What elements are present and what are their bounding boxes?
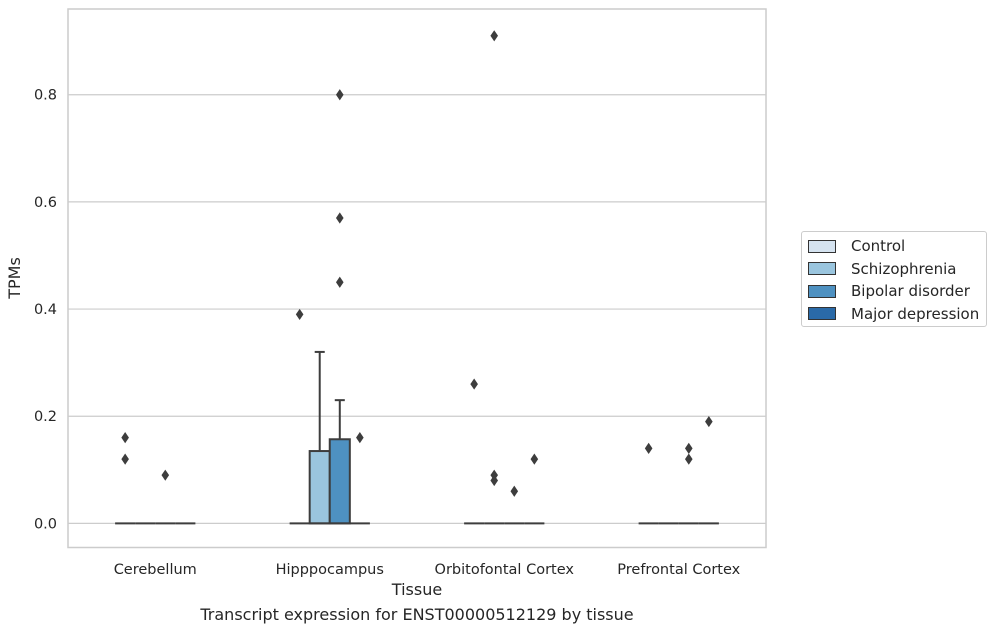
box [308,450,331,525]
outlier-point [295,308,304,321]
legend: Control Schizophrenia Bipolar disorder Majo… [801,231,987,327]
x-tick-label: Orbitofontal Cortex [435,562,575,578]
legend-item: Bipolar disorder [808,280,986,303]
legend-label: Major depression [851,304,980,323]
outlier-point [121,432,129,444]
legend-label: Schizophrenia [851,259,957,278]
outlier-point [530,453,539,465]
x-axis-label: Tissue [391,580,442,599]
outlier-point [335,89,344,101]
x-tick-label: Prefrontal Cortex [617,562,740,578]
legend-label: Bipolar disorder [851,282,970,301]
y-tick-label: 0.2 [34,409,57,425]
x-tick-label: Hipppocampus [276,562,384,578]
outlier-point [490,469,499,481]
outlier-point [335,212,344,224]
box [328,438,351,525]
y-tick-label: 0.4 [34,302,57,318]
legend-item: Control [808,235,986,258]
legend-item: Major depression [808,303,986,326]
outlier-point [470,378,478,390]
y-axis-label: TPMs [5,257,24,300]
x-tick-label: Cerebellum [114,562,197,578]
legend-swatch [808,239,836,253]
y-tick-label: 0.0 [34,516,57,532]
chart-caption: Transcript expression for ENST0000051212… [200,605,634,624]
legend-label: Control [851,237,906,256]
outlier-point [161,469,170,481]
outlier-point [121,453,129,465]
y-tick-label: 0.6 [34,195,57,211]
legend-swatch [808,262,836,276]
legend-swatch [808,307,836,321]
y-tick-label: 0.8 [34,88,57,104]
outlier-point [335,276,344,288]
outlier-point [510,485,519,497]
legend-swatch [808,284,836,298]
plot-area [67,8,767,549]
outlier-point [684,442,693,454]
outlier-point [644,442,653,454]
outlier-point [356,432,364,444]
outlier-point [684,453,693,465]
outlier-point [705,415,713,428]
outlier-point [490,30,499,42]
legend-item: Schizophrenia [808,258,986,281]
